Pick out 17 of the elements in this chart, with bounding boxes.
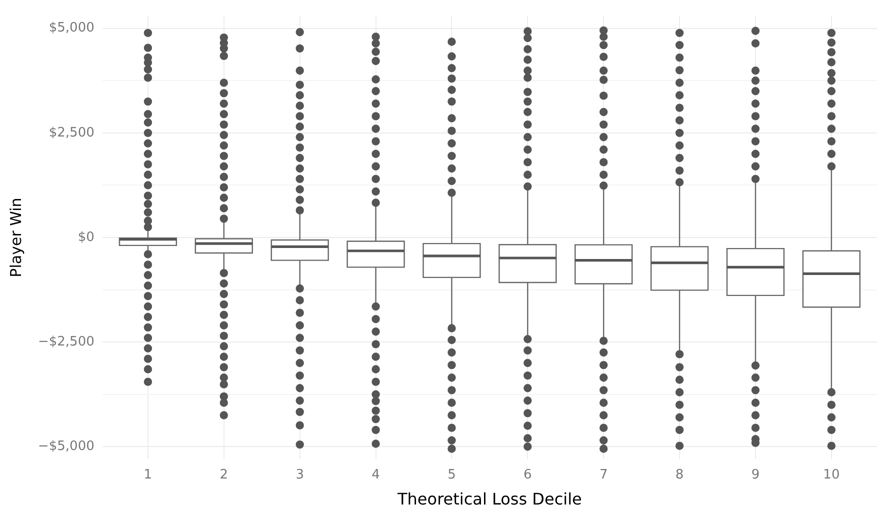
x-tick-label: 4 [372, 467, 380, 482]
x-tick-label: 9 [751, 467, 760, 482]
x-tick-label: 10 [823, 467, 840, 482]
x-tick-label: 6 [524, 467, 532, 482]
y-tick-label: $5,000 [48, 20, 94, 36]
y-tick-label: $0 [78, 230, 94, 245]
y-tick-label: −$2,500 [38, 334, 94, 350]
x-tick-label: 3 [296, 467, 304, 482]
y-tick-label: −$5,000 [38, 439, 94, 454]
x-axis-title: Theoretical Loss Decile [396, 490, 582, 509]
x-tick-label: 8 [675, 467, 684, 482]
x-tick-label: 5 [448, 467, 456, 482]
x-tick-label: 1 [144, 467, 152, 482]
x-tick-label: 7 [599, 467, 608, 482]
x-tick-label: 2 [220, 467, 228, 482]
y-axis-title: Player Win [6, 198, 25, 278]
y-tick-label: $2,500 [48, 125, 94, 140]
